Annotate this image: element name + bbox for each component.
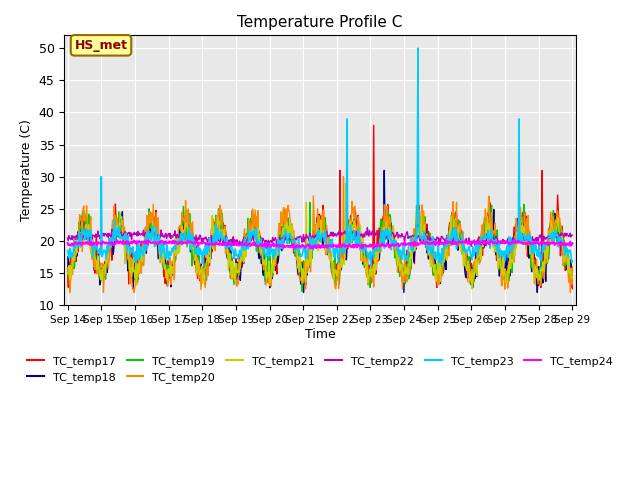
TC_temp20 xyxy=(177,228,184,234)
Line: TC_temp21: TC_temp21 xyxy=(68,183,572,289)
TC_temp19 xyxy=(203,277,211,283)
TC_temp20 xyxy=(66,289,74,295)
TC_temp23 xyxy=(73,240,81,246)
TC_temp18 xyxy=(73,253,81,259)
TC_temp17 xyxy=(125,281,132,287)
TC_temp19 xyxy=(73,249,81,255)
TC_temp17 xyxy=(568,286,576,292)
TC_temp18 xyxy=(568,264,576,270)
TC_temp21 xyxy=(125,252,132,258)
TC_temp20 xyxy=(74,250,81,255)
TC_temp20 xyxy=(125,268,133,274)
TC_temp22 xyxy=(176,231,184,237)
TC_temp17 xyxy=(299,287,307,292)
TC_temp22 xyxy=(382,236,390,242)
TC_temp22 xyxy=(64,235,72,241)
TC_temp19 xyxy=(125,266,132,272)
TC_temp20 xyxy=(568,264,576,269)
X-axis label: Time: Time xyxy=(305,328,335,341)
TC_temp18 xyxy=(176,234,184,240)
TC_temp17 xyxy=(176,230,184,236)
TC_temp24 xyxy=(568,240,576,246)
TC_temp21 xyxy=(397,261,404,267)
TC_temp22 xyxy=(73,233,81,239)
TC_temp21 xyxy=(176,243,184,249)
TC_temp18 xyxy=(380,168,388,173)
TC_temp17 xyxy=(73,242,81,248)
TC_temp19 xyxy=(64,269,72,275)
TC_temp23 xyxy=(367,263,375,268)
TC_temp22 xyxy=(397,234,404,240)
TC_temp21 xyxy=(73,249,81,255)
TC_temp18 xyxy=(383,225,390,230)
TC_temp24 xyxy=(73,241,81,247)
TC_temp17 xyxy=(370,122,378,128)
TC_temp22 xyxy=(203,236,211,242)
TC_temp18 xyxy=(397,270,405,276)
TC_temp23 xyxy=(397,247,404,253)
TC_temp23 xyxy=(125,243,132,249)
TC_temp19 xyxy=(176,240,184,246)
TC_temp24 xyxy=(487,237,495,243)
TC_temp19 xyxy=(383,236,390,241)
Line: TC_temp23: TC_temp23 xyxy=(68,48,572,265)
TC_temp23 xyxy=(382,226,390,232)
Title: Temperature Profile C: Temperature Profile C xyxy=(237,15,403,30)
TC_temp21 xyxy=(64,271,72,276)
Legend: TC_temp17, TC_temp18, TC_temp19, TC_temp20, TC_temp21, TC_temp22, TC_temp23, TC_: TC_temp17, TC_temp18, TC_temp19, TC_temp… xyxy=(23,351,617,388)
TC_temp24 xyxy=(125,240,132,246)
TC_temp24 xyxy=(176,240,184,246)
TC_temp20 xyxy=(397,273,405,279)
TC_temp17 xyxy=(203,269,211,275)
TC_temp24 xyxy=(382,243,390,249)
Line: TC_temp18: TC_temp18 xyxy=(68,170,572,292)
Y-axis label: Temperature (C): Temperature (C) xyxy=(20,120,33,221)
TC_temp20 xyxy=(204,264,211,270)
TC_temp23 xyxy=(176,237,184,243)
TC_temp21 xyxy=(342,180,349,186)
TC_temp24 xyxy=(397,242,404,248)
TC_temp17 xyxy=(64,268,72,274)
TC_temp18 xyxy=(64,270,72,276)
Line: TC_temp24: TC_temp24 xyxy=(68,240,572,249)
TC_temp23 xyxy=(568,258,576,264)
TC_temp19 xyxy=(306,200,314,205)
TC_temp23 xyxy=(64,248,72,253)
TC_temp18 xyxy=(203,272,211,277)
TC_temp19 xyxy=(568,267,576,273)
TC_temp18 xyxy=(125,254,132,260)
Line: TC_temp19: TC_temp19 xyxy=(68,203,572,291)
TC_temp24 xyxy=(203,241,211,247)
TC_temp22 xyxy=(568,232,576,238)
TC_temp20 xyxy=(383,214,390,220)
TC_temp21 xyxy=(568,275,576,281)
TC_temp21 xyxy=(203,257,211,263)
TC_temp19 xyxy=(298,288,306,294)
TC_temp19 xyxy=(397,259,405,265)
TC_temp17 xyxy=(383,220,390,226)
TC_temp24 xyxy=(64,240,72,246)
TC_temp24 xyxy=(308,246,316,252)
TC_temp22 xyxy=(472,243,479,249)
TC_temp23 xyxy=(414,45,422,51)
TC_temp18 xyxy=(300,289,307,295)
TC_temp21 xyxy=(468,286,476,292)
TC_temp20 xyxy=(64,265,72,271)
TC_temp22 xyxy=(125,230,132,236)
TC_temp23 xyxy=(203,252,211,258)
Line: TC_temp20: TC_temp20 xyxy=(68,177,572,292)
TC_temp20 xyxy=(340,174,348,180)
TC_temp21 xyxy=(382,232,390,238)
Line: TC_temp17: TC_temp17 xyxy=(68,125,572,289)
TC_temp17 xyxy=(397,268,405,274)
Line: TC_temp22: TC_temp22 xyxy=(68,228,572,246)
Text: HS_met: HS_met xyxy=(74,39,127,52)
TC_temp22 xyxy=(364,225,371,230)
